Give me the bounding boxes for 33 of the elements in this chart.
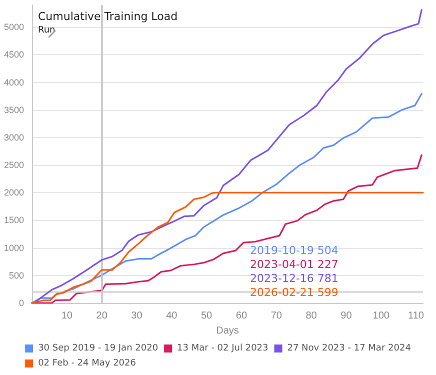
y-tick-label: 3000 — [4, 132, 24, 142]
legend-label: 27 Nov 2023 - 17 Mar 2024 — [287, 344, 412, 354]
x-tick-label: 20 — [96, 310, 108, 322]
annotation: 2026-02-21 599 — [250, 286, 338, 299]
y-tick-label: 2000 — [4, 188, 24, 198]
x-tick-label: 100 — [372, 310, 390, 322]
annotation: 2023-04-01 227 — [250, 258, 338, 271]
x-tick-label: 50 — [200, 310, 213, 322]
legend-label: 30 Sep 2019 - 19 Jan 2020 — [38, 344, 158, 354]
y-tick-label: 3500 — [4, 104, 24, 115]
annotation: 2019-10-19 504 — [250, 244, 338, 257]
x-tick-label: 40 — [166, 310, 178, 322]
text: Run — [38, 26, 56, 36]
x-tick-label: 10 — [61, 310, 73, 322]
y-tick-label: 4000 — [4, 77, 24, 88]
y-tick-label: 1500 — [4, 215, 24, 226]
text: Cumulative Training Load — [38, 10, 178, 23]
y-tick-label: 4500 — [4, 50, 24, 60]
x-tick-label: 80 — [306, 310, 318, 322]
annotation: 2023-12-16 781 — [250, 272, 338, 285]
y-tick-label: 5000 — [4, 22, 24, 32]
y-tick-label: 2500 — [4, 160, 24, 170]
y-tick-label: 0 — [18, 298, 24, 308]
y-tick-label: 1000 — [4, 242, 24, 253]
x-tick-label: 60 — [236, 310, 248, 322]
x-axis-title: Days — [216, 325, 239, 336]
x-tick-label: 30 — [131, 310, 143, 322]
x-tick-label: 110 — [408, 310, 424, 322]
x-tick-label: 90 — [340, 310, 352, 322]
legend-label: 02 Feb - 24 May 2026 — [38, 358, 136, 368]
legend-label: 13 Mar - 02 Jul 2023 — [177, 344, 268, 354]
x-tick-label: 70 — [270, 310, 282, 322]
y-tick-label: 500 — [8, 270, 24, 280]
